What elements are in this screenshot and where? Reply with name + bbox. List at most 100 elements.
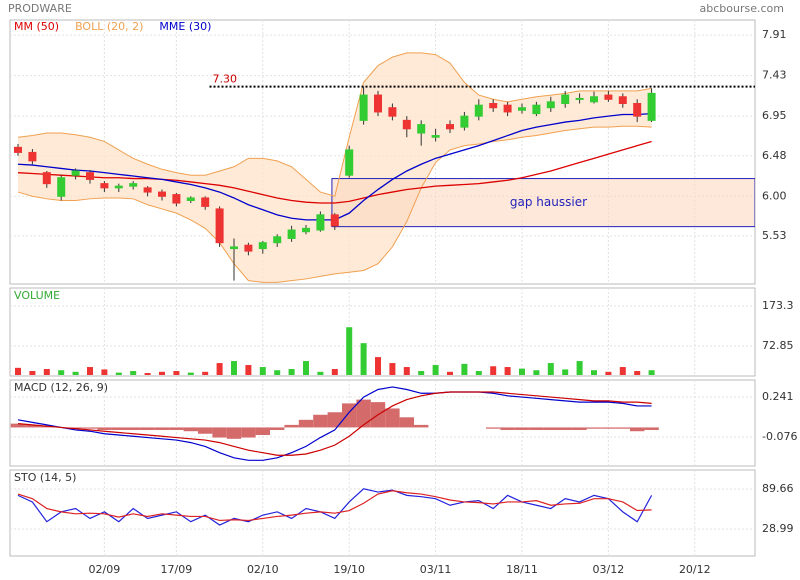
histogram-bar: [529, 427, 544, 430]
candle-body: [14, 146, 22, 153]
panel-title: MACD (12, 26, 9): [14, 381, 108, 394]
bar: [72, 371, 79, 376]
bar: [173, 371, 180, 376]
bar: [15, 367, 21, 376]
histogram-bar: [644, 427, 659, 430]
candle-body: [388, 107, 397, 117]
histogram-bar: [97, 427, 112, 430]
candle-body: [302, 227, 310, 233]
bar: [43, 369, 50, 376]
candle-body: [460, 115, 469, 128]
bar: [259, 367, 266, 376]
line: [17, 140, 652, 204]
y-tick-label: 6.48: [762, 149, 787, 162]
candle-body: [273, 236, 282, 244]
bar: [288, 369, 295, 376]
candle-body: [561, 94, 570, 105]
bar: [202, 371, 209, 376]
histogram-bar: [183, 427, 198, 432]
bar: [274, 370, 281, 376]
bar: [115, 372, 122, 376]
y-tick-label: 173.3: [762, 299, 794, 312]
bar: [619, 367, 626, 376]
histogram-bar: [327, 412, 342, 428]
bar: [490, 366, 497, 376]
bar: [216, 363, 223, 376]
panel-title: STO (14, 5): [14, 471, 76, 484]
histogram-bar: [601, 427, 616, 429]
bar: [231, 361, 237, 376]
candle-body: [546, 101, 555, 109]
candle-body: [345, 149, 354, 176]
x-tick-label: 03/11: [420, 563, 452, 576]
histogram-bar: [313, 414, 328, 428]
line: [17, 391, 652, 456]
histogram-bar: [226, 427, 242, 439]
candle-body: [402, 119, 411, 130]
y-tick-label: 7.43: [762, 69, 787, 82]
bar: [403, 367, 410, 376]
bar: [504, 367, 511, 376]
bar: [533, 370, 540, 376]
histogram-bar: [126, 427, 141, 430]
histogram-bar: [111, 427, 126, 430]
legend-entry: BOLL (20, 2): [75, 20, 143, 33]
legend-entry: MM (50): [14, 20, 59, 33]
candle-body: [215, 208, 224, 244]
y-tick-label: 28.99: [762, 522, 794, 535]
candle-body: [330, 214, 339, 227]
histogram-bar: [500, 427, 515, 430]
candle-body: [604, 94, 613, 100]
y-tick-label: 6.00: [762, 189, 787, 202]
histogram-bar: [586, 427, 602, 429]
plot-area: [10, 380, 755, 466]
bar: [475, 371, 482, 376]
plot-area: [10, 470, 755, 556]
legend-entry: MME (30): [159, 20, 211, 33]
candle-body: [186, 197, 195, 201]
candle-body: [474, 104, 483, 117]
bar: [432, 365, 439, 376]
bar: [187, 372, 194, 376]
bar: [648, 370, 655, 376]
histogram-bar: [284, 424, 299, 428]
level-label: 7.30: [213, 73, 238, 86]
histogram-bar: [615, 427, 630, 429]
x-tick-label: 02/09: [89, 563, 121, 576]
histogram-bar: [241, 427, 256, 438]
candle-body: [518, 107, 526, 111]
panel-title: VOLUME: [14, 289, 60, 302]
histogram-bar: [82, 427, 98, 429]
candle-body: [503, 104, 512, 113]
plot-area: [10, 288, 755, 376]
bar: [245, 365, 252, 376]
candle-body: [100, 183, 109, 189]
candle-body: [431, 135, 440, 138]
histogram-bar: [414, 424, 429, 428]
candle-body: [158, 191, 166, 197]
bar: [562, 369, 569, 376]
candle-body: [618, 96, 627, 105]
y-tick-label: 5.53: [762, 229, 787, 242]
y-tick-label: 89.66: [762, 482, 794, 495]
x-tick-label: 20/12: [679, 563, 711, 576]
histogram-bar: [212, 427, 227, 438]
candle-body: [143, 187, 152, 193]
x-tick-label: 03/12: [593, 563, 625, 576]
histogram-bar: [514, 427, 530, 430]
bar: [389, 363, 396, 376]
bar: [605, 371, 612, 376]
bar: [591, 370, 597, 376]
x-tick-label: 02/10: [247, 563, 279, 576]
histogram-bar: [10, 423, 26, 428]
y-tick-label: 7.91: [762, 28, 787, 41]
x-tick-label: 18/11: [506, 563, 538, 576]
candle-body: [201, 197, 210, 207]
bar: [519, 368, 525, 376]
line: [17, 52, 652, 197]
panel: [9, 469, 756, 557]
bar: [331, 369, 338, 376]
candle-body: [647, 92, 656, 121]
bar: [360, 343, 367, 376]
